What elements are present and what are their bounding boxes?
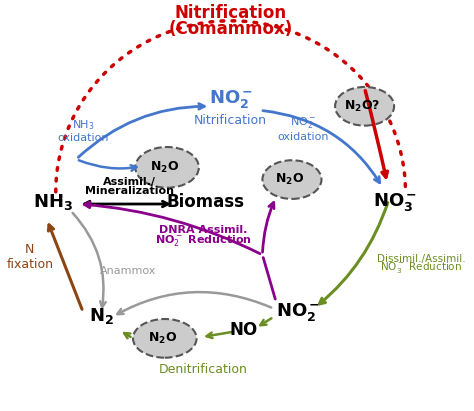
Text: NO$_3^-$ Reduction: NO$_3^-$ Reduction [380, 261, 462, 275]
Text: $\mathbf{N_2O}$: $\mathbf{N_2O}$ [150, 160, 179, 175]
Text: $\mathbf{N_2O}$?: $\mathbf{N_2O}$? [344, 99, 381, 114]
Text: $\mathbf{NH_3}$: $\mathbf{NH_3}$ [34, 192, 73, 212]
Text: $\mathbf{NO_2^-}$: $\mathbf{NO_2^-}$ [209, 88, 253, 111]
Text: Mineralization: Mineralization [85, 186, 174, 196]
Text: Dissimil./Assimil.: Dissimil./Assimil. [377, 254, 465, 264]
Text: $\mathbf{NO_3^-}$: $\mathbf{NO_3^-}$ [373, 191, 417, 213]
Text: N
fixation: N fixation [7, 243, 54, 271]
Text: Assimil./: Assimil./ [103, 177, 156, 187]
Ellipse shape [133, 319, 197, 358]
Text: $\mathbf{N_2O}$: $\mathbf{N_2O}$ [148, 331, 177, 346]
Ellipse shape [335, 87, 394, 126]
Text: Biomass: Biomass [167, 193, 245, 211]
Ellipse shape [135, 147, 199, 188]
Text: $\mathbf{N_2}$: $\mathbf{N_2}$ [89, 306, 114, 326]
Text: $\mathbf{N_2O}$: $\mathbf{N_2O}$ [275, 172, 304, 187]
Text: NH$_3$
oxidation: NH$_3$ oxidation [57, 118, 109, 143]
Text: DNRA Assimil.: DNRA Assimil. [159, 226, 247, 236]
Text: NO$_2^-$ Reduction: NO$_2^-$ Reduction [155, 233, 252, 248]
Text: Nitrification: Nitrification [194, 114, 267, 127]
Text: $\mathbf{NO}$: $\mathbf{NO}$ [229, 321, 258, 339]
Text: (Comammox): (Comammox) [169, 20, 293, 38]
Ellipse shape [263, 160, 321, 199]
Text: Anammox: Anammox [100, 266, 156, 276]
Text: NO$_2^-$
oxidation: NO$_2^-$ oxidation [278, 115, 329, 142]
Text: Nitrification: Nitrification [174, 4, 287, 22]
Text: Denitrification: Denitrification [159, 363, 248, 376]
Text: $\mathbf{NO_2^-}$: $\mathbf{NO_2^-}$ [276, 301, 320, 323]
